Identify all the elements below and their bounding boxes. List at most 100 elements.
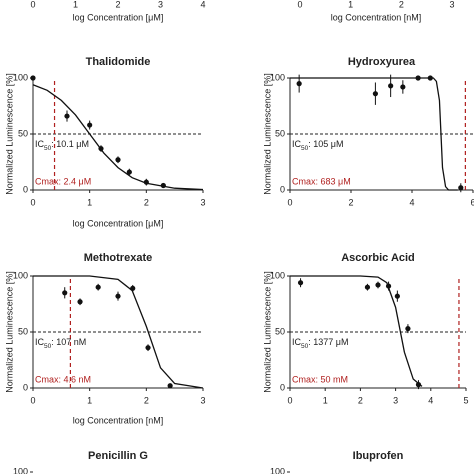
y-tick-label: 100 xyxy=(270,466,285,474)
data-point xyxy=(145,345,151,351)
x-axis-label: log Concentration [nM] xyxy=(331,12,422,22)
x-tick-label: 2 xyxy=(358,395,363,405)
data-point xyxy=(388,83,394,89)
ic50-text: : 107 nM xyxy=(51,338,86,348)
data-point xyxy=(98,145,104,152)
y-tick-label: 100 xyxy=(13,270,28,280)
y-axis-label: Normalized Luminescence [%] xyxy=(262,271,272,393)
cmax-label: Cmax: 50 mM xyxy=(292,375,348,385)
data-point xyxy=(297,280,304,286)
data-point xyxy=(427,75,433,81)
data-point xyxy=(143,179,149,185)
y-tick-label: 100 xyxy=(270,72,285,82)
ic50-sub: 50 xyxy=(301,145,309,152)
x-tick-label: 0 xyxy=(30,197,35,207)
ic50-text: : 1377 μM xyxy=(308,338,348,348)
x-tick-label: 1 xyxy=(73,0,78,9)
y-tick-label: 100 xyxy=(13,72,28,82)
data-point xyxy=(415,75,421,81)
data-point xyxy=(130,285,136,291)
data-point xyxy=(160,182,166,189)
x-tick-label: 0 xyxy=(30,395,35,405)
data-point xyxy=(375,282,381,288)
y-tick-label: 50 xyxy=(18,326,28,336)
data-point xyxy=(415,382,422,388)
y-tick-label: 100 xyxy=(270,270,285,280)
x-tick-label: 3 xyxy=(200,197,205,207)
data-point xyxy=(372,91,378,97)
x-tick-label: 2 xyxy=(144,197,149,207)
cmax-label: Cmax: 2.4 μM xyxy=(35,177,91,187)
y-tick-label: 50 xyxy=(275,128,285,138)
x-tick-label: 4 xyxy=(200,0,205,9)
fit-curve xyxy=(33,275,204,389)
chart-title: Ascorbic Acid xyxy=(341,252,415,264)
x-tick-label: 3 xyxy=(200,395,205,405)
x-tick-label: 1 xyxy=(348,0,353,9)
data-point xyxy=(405,326,411,332)
ic50-label: IC50: 105 μM xyxy=(292,140,343,152)
data-point xyxy=(115,157,121,163)
x-tick-label: 6 xyxy=(470,197,474,207)
chart-title: Ibuprofen xyxy=(353,450,404,462)
cmax-label: Cmax: 683 μM xyxy=(292,177,351,187)
y-tick-label: 100 xyxy=(13,466,28,474)
x-tick-label: 1 xyxy=(323,395,328,405)
cmax-label: Cmax: 4.6 nM xyxy=(35,375,91,385)
data-point xyxy=(394,293,400,299)
ic50-label: IC50: 1377 μM xyxy=(292,338,348,350)
chart-title: Methotrexate xyxy=(84,252,152,264)
data-point xyxy=(30,75,36,81)
x-tick-label: 1 xyxy=(87,197,92,207)
data-point xyxy=(77,299,83,305)
x-tick-label: 2 xyxy=(348,197,353,207)
ic50-label: IC50: 10.1 μM xyxy=(35,140,89,152)
x-tick-label: 5 xyxy=(463,395,468,405)
ic50-sub: 50 xyxy=(301,343,309,350)
y-axis-label: Normalized Luminescence [%] xyxy=(262,73,272,195)
ic50-prefix: IC xyxy=(292,140,302,150)
data-point xyxy=(87,122,93,128)
x-tick-label: 0 xyxy=(297,0,302,9)
chart-title: Hydroxyurea xyxy=(348,56,416,68)
chart-title: Penicillin G xyxy=(88,450,148,462)
ic50-prefix: IC xyxy=(35,140,45,150)
data-point xyxy=(400,84,406,90)
ic50-text: : 105 μM xyxy=(308,140,343,150)
x-tick-label: 0 xyxy=(30,0,35,9)
ic50-text: : 10.1 μM xyxy=(51,140,89,150)
fit-curve xyxy=(290,77,458,191)
y-tick-label: 0 xyxy=(280,184,285,194)
y-tick-label: 0 xyxy=(23,184,28,194)
y-axis-label: Normalized Luminescence [%] xyxy=(4,73,14,195)
data-point xyxy=(364,284,371,290)
y-tick-label: 0 xyxy=(23,382,28,392)
y-axis-label: Normalized Luminescence [%] xyxy=(4,271,14,393)
x-tick-label: 4 xyxy=(409,197,414,207)
data-point xyxy=(126,169,132,175)
x-tick-label: 2 xyxy=(144,395,149,405)
fit-curve xyxy=(32,84,204,191)
ic50-prefix: IC xyxy=(292,338,302,348)
y-tick-label: 50 xyxy=(275,326,285,336)
ic50-sub: 50 xyxy=(44,145,52,152)
data-point xyxy=(95,284,101,290)
x-tick-label: 0 xyxy=(287,395,292,405)
data-point xyxy=(458,185,464,191)
x-tick-label: 2 xyxy=(399,0,404,9)
ic50-sub: 50 xyxy=(44,343,52,350)
x-tick-label: 0 xyxy=(287,197,292,207)
ic50-label: IC50: 107 nM xyxy=(35,338,86,350)
x-tick-label: 1 xyxy=(87,395,92,405)
x-tick-label: 3 xyxy=(158,0,163,9)
data-point xyxy=(115,293,121,299)
x-axis-label: log Concentration [nM] xyxy=(73,415,164,425)
y-tick-label: 0 xyxy=(280,382,285,392)
data-point xyxy=(385,283,392,289)
x-axis-label: log Concentration [μM] xyxy=(73,12,164,22)
x-tick-label: 3 xyxy=(449,0,454,9)
data-point xyxy=(64,113,70,119)
x-axis-label: log Concentration [μM] xyxy=(73,218,164,228)
ic50-prefix: IC xyxy=(35,338,45,348)
